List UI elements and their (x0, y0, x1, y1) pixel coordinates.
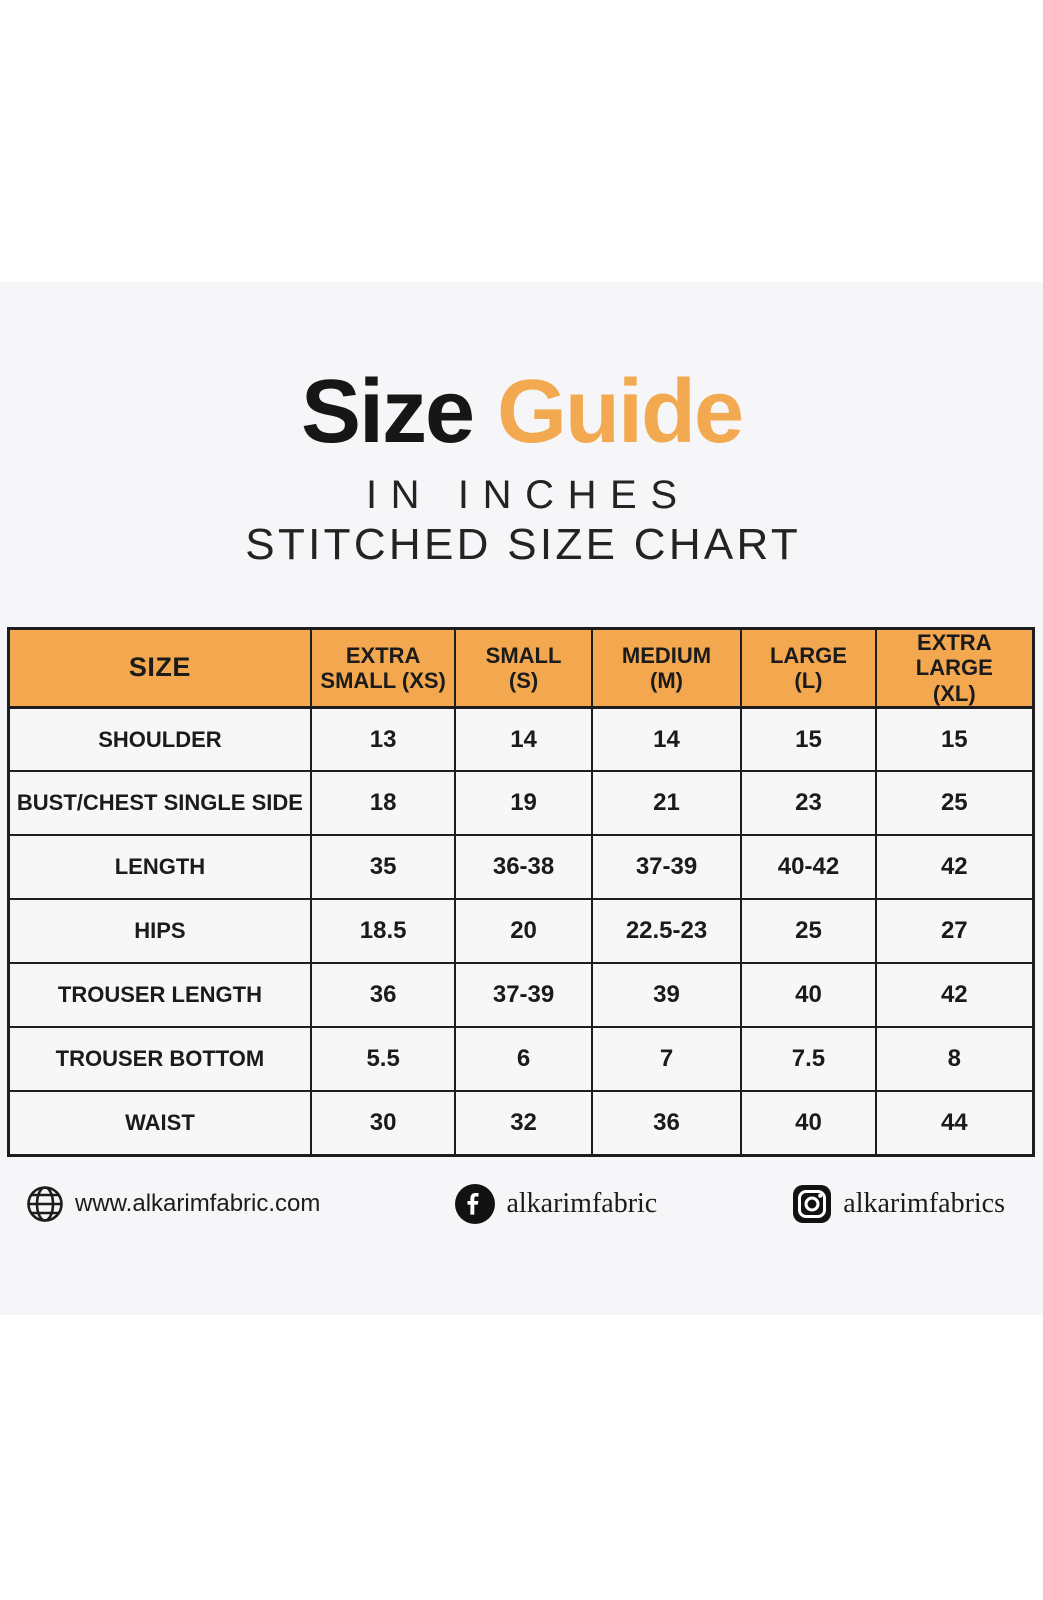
size-value: 15 (874, 706, 1035, 773)
size-value: 40 (740, 1090, 877, 1157)
column-header-label: SMALL (485, 642, 562, 668)
size-value: 19 (454, 770, 593, 837)
globe-icon (27, 1186, 63, 1222)
size-value: 5.5 (309, 1026, 457, 1093)
column-header-label: MEDIUM (621, 642, 712, 668)
size-value: 18.5 (309, 898, 457, 965)
size-chart-table: SIZE EXTRA SMALL (XS) SMALL (S) MEDIUM (… (7, 627, 1035, 1157)
table-row-hips: HIPS 18.5 20 22.5-23 25 27 (7, 898, 1035, 965)
table-row-bust-chest: BUST/CHEST SINGLE SIDE 18 19 21 23 25 (7, 770, 1035, 837)
size-value: 14 (590, 706, 743, 773)
size-value: 39 (590, 962, 743, 1029)
size-value: 13 (309, 706, 457, 773)
column-header-label: (S) (508, 667, 539, 693)
size-value: 36 (590, 1090, 743, 1157)
measurement-label: HIPS (7, 898, 312, 965)
table-row-length: LENGTH 35 36-38 37-39 40-42 42 (7, 834, 1035, 901)
facebook-handle: alkarimfabric (506, 1188, 658, 1219)
column-header-label: (XL) (932, 680, 976, 706)
column-header-label: (L) (794, 667, 823, 693)
column-header-label: EXTRA LARGE (915, 630, 993, 681)
size-value: 7 (590, 1026, 743, 1093)
size-value: 36 (309, 962, 457, 1029)
footer-website: www.alkarimfabric.com (25, 1184, 320, 1224)
size-value: 6 (454, 1026, 593, 1093)
size-value: 18 (309, 770, 457, 837)
column-header-small: SMALL (S) (454, 627, 593, 709)
footer-instagram: alkarimfabrics (791, 1183, 1005, 1225)
size-value: 32 (454, 1090, 593, 1157)
instagram-icon (793, 1185, 832, 1223)
column-header-medium: MEDIUM (M) (590, 627, 743, 709)
page-title-guide: Guide (497, 362, 744, 462)
table-row-waist: WAIST 30 32 36 40 44 (7, 1090, 1035, 1157)
measurement-label: SHOULDER (7, 706, 312, 773)
size-value: 44 (874, 1090, 1035, 1157)
column-header-label: LARGE (769, 642, 847, 668)
column-header-label: SIZE (128, 652, 191, 683)
size-value: 22.5-23 (590, 898, 743, 965)
measurement-label: TROUSER LENGTH (7, 962, 312, 1029)
footer-facebook: alkarimfabric (454, 1183, 657, 1225)
table-row-trouser-bottom: TROUSER BOTTOM 5.5 6 7 7.5 8 (7, 1026, 1035, 1093)
website-url: www.alkarimfabric.com (75, 1190, 321, 1217)
size-value: 14 (454, 706, 593, 773)
column-header-label: EXTRA (345, 642, 421, 668)
table-header-row: SIZE EXTRA SMALL (XS) SMALL (S) MEDIUM (… (7, 627, 1035, 709)
subtitle-in-inches: IN INCHES (365, 473, 691, 517)
column-header-large: LARGE (L) (740, 627, 877, 709)
measurement-label: LENGTH (7, 834, 312, 901)
column-header-label: SMALL (XS) (320, 667, 446, 693)
subtitle-stitched-size-chart: STITCHED SIZE CHART (245, 520, 801, 569)
size-value: 42 (874, 834, 1035, 901)
size-value: 36-38 (454, 834, 593, 901)
measurement-label: BUST/CHEST SINGLE SIDE (7, 770, 312, 837)
column-header-extra-large: EXTRA LARGE (XL) (874, 627, 1035, 709)
size-value: 40-42 (740, 834, 877, 901)
measurement-label: WAIST (7, 1090, 312, 1157)
size-value: 21 (590, 770, 743, 837)
size-value: 8 (874, 1026, 1035, 1093)
column-header-size: SIZE (7, 627, 312, 709)
page-title-size: Size (300, 362, 475, 462)
size-value: 37-39 (454, 962, 593, 1029)
table-row-shoulder: SHOULDER 13 14 14 15 15 (7, 706, 1035, 773)
size-value: 37-39 (590, 834, 743, 901)
column-header-extra-small: EXTRA SMALL (XS) (309, 627, 457, 709)
size-value: 15 (740, 706, 877, 773)
size-value: 20 (454, 898, 593, 965)
footer: www.alkarimfabric.com alkarimfabric alka… (25, 1176, 1005, 1232)
size-value: 35 (309, 834, 457, 901)
size-value: 7.5 (740, 1026, 877, 1093)
column-header-label: (M) (650, 667, 684, 693)
table-row-trouser-length: TROUSER LENGTH 36 37-39 39 40 42 (7, 962, 1035, 1029)
facebook-icon (455, 1184, 496, 1224)
size-value: 30 (309, 1090, 457, 1157)
instagram-handle: alkarimfabrics (843, 1188, 1005, 1219)
size-value: 40 (740, 962, 877, 1029)
page-title: Size Guide (0, 367, 1043, 457)
size-value: 42 (874, 962, 1035, 1029)
size-value: 27 (874, 898, 1035, 965)
size-value: 23 (740, 770, 877, 837)
measurement-label: TROUSER BOTTOM (7, 1026, 312, 1093)
size-value: 25 (874, 770, 1035, 837)
size-value: 25 (740, 898, 877, 965)
